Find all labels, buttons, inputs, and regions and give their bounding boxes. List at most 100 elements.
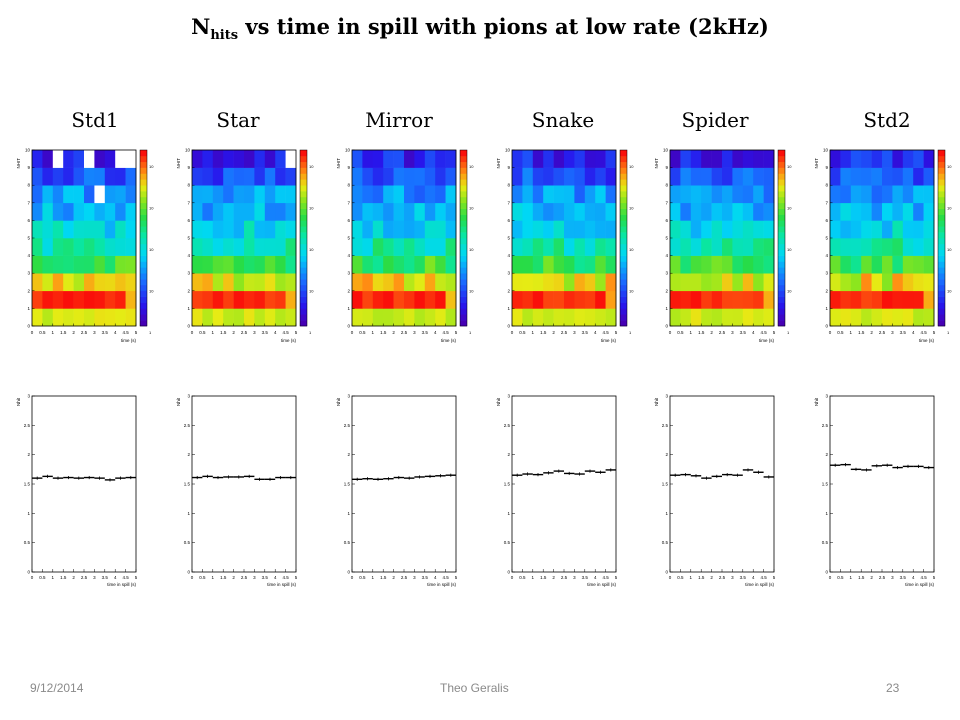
colorbar-frame [937,149,946,327]
heatmap-bin [285,202,297,221]
heatmap-bin [861,167,872,186]
colorbar-label: 10 [309,247,314,252]
heatmap-bin [553,308,565,327]
y-tick-label: 1.5 [662,482,669,487]
heatmap-bin [763,150,775,168]
heatmap-bin [680,308,692,327]
y-tick-label: 0 [187,324,190,329]
heatmap-bin [275,273,286,292]
heatmap-bin [435,290,446,309]
heatmap-bin [285,150,297,168]
colorbar-segment [938,179,945,186]
heatmap-bin [404,255,415,274]
heatmap-bin [275,290,286,309]
colorbar-segment [140,150,147,157]
heatmap-bin [763,167,775,186]
x-tick-label: 4.5 [602,330,609,335]
colorbar-segment [938,320,945,327]
heatmap-bin [42,185,54,204]
x-tick-label: 0 [829,575,832,580]
x-tick-label: 3.5 [262,575,269,580]
colorbar-segment [300,249,307,256]
colorbar-segment [460,179,467,186]
heatmap-bin [84,290,95,309]
heatmap-bin [233,290,245,309]
heatmap-bin [63,255,74,274]
x-tick-label: 5 [295,575,298,580]
x-tick-label: 3 [253,575,256,580]
heatmap-bin [522,167,534,186]
y-tick-label: 0 [27,570,30,575]
colorbar-segment [938,191,945,198]
heatmap-bin [711,238,723,256]
y-tick-label: 7 [347,200,350,205]
heatmap-bin [424,150,436,168]
heatmap-bin [125,255,137,274]
x-tick-label: 4.5 [282,330,289,335]
colorbar-segment [300,261,307,268]
heatmap-bin [233,202,245,221]
heatmap-bin [670,273,681,292]
y-tick-label: 1 [187,306,190,311]
heatmap-bin [254,273,266,292]
x-tick-label: 0 [351,330,354,335]
colorbar-segment [140,284,147,292]
heatmap-bin [722,202,733,221]
heatmap-bin [732,273,744,292]
colorbar-label: 10 [787,206,792,211]
x-tick-label: 4.5 [602,575,609,580]
x-tick-label: 3.5 [740,330,747,335]
colorbar-label: 10 [309,164,314,169]
y-tick-label: 0.5 [24,540,31,545]
heatmap-bin [850,273,862,292]
heatmap-bin [742,202,754,221]
colorbar-label: 10 [149,247,154,252]
x-tick-label: 1 [372,330,375,335]
heatmap-bin [212,238,224,256]
heatmap-bin [73,238,85,256]
y-axis-label: NHIT [16,158,21,169]
x-axis-label: time (s) [601,338,617,343]
heatmap-bin [125,290,137,309]
heatmap-bin [32,220,43,239]
colorbar-segment [778,191,785,198]
heatmap-bin [574,185,586,204]
x-tick-label: 2.5 [719,330,726,335]
heatmap-bin [372,273,384,292]
heatmap-bin [285,290,297,309]
heatmap-bin [352,150,363,168]
heatmap-bin [690,167,702,186]
heatmap-bin [404,290,415,309]
x-tick-label: 1 [372,575,375,580]
heatmap-bin [522,202,534,221]
colorbar-segment [620,284,627,292]
heatmap-bin [532,238,544,256]
x-tick-label: 0.5 [39,330,46,335]
heatmap-bin [264,185,276,204]
x-tick-label: 2 [710,575,713,580]
x-tick-label: 1 [212,575,215,580]
heatmap-bin [564,202,575,221]
heatmap-bin [445,150,457,168]
heatmap-bin [424,167,436,186]
colorbar-segment [620,273,627,280]
x-tick-label: 2.5 [561,330,568,335]
y-tick-label: 1 [825,511,828,516]
y-tick-label: 1.5 [822,482,829,487]
heatmap-bin [605,255,617,274]
heatmap-bin [73,167,85,186]
y-tick-label: 2 [507,452,510,457]
colorbar-label: 10 [469,247,474,252]
x-tick-label: 2 [72,575,75,580]
heatmap-bin [202,308,214,327]
heatmap-bin [52,202,64,221]
heatmap-bin [923,308,935,327]
heatmap-bin [362,150,374,168]
heatmap-bin [574,273,586,292]
x-tick-label: 0 [511,330,514,335]
heatmap-bin [52,308,64,327]
heatmap-bin [285,185,297,204]
label-spider: Spider [681,108,749,132]
heatmap-bin [254,290,266,309]
heatmap-bin [722,238,733,256]
